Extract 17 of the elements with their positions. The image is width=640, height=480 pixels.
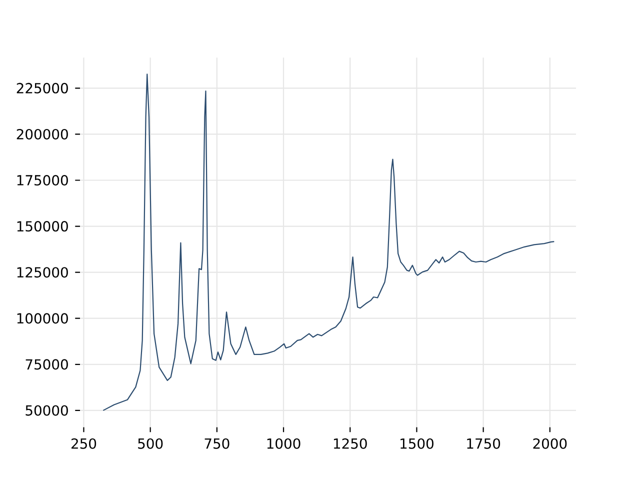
- line-series: [102, 74, 555, 411]
- y-tick-label: 100000: [17, 313, 68, 324]
- y-tick-label: 75000: [26, 359, 68, 370]
- x-tick-label: 500: [138, 438, 163, 449]
- y-tick-label: 225000: [16, 82, 68, 94]
- y-tick-label: 150000: [17, 221, 68, 232]
- x-tick-label: 1750: [467, 438, 500, 449]
- x-tick-label: 1000: [267, 438, 300, 449]
- x-tick-label: 250: [71, 438, 96, 449]
- x-tick-label: 750: [204, 438, 230, 449]
- y-tick-label: 50000: [26, 405, 68, 416]
- x-tick-label: 2000: [533, 438, 567, 449]
- x-tick-label: 1500: [400, 438, 434, 449]
- y-tick-label: 200000: [16, 128, 68, 140]
- x-tick-label: 1250: [334, 438, 367, 449]
- y-tick-label: 175000: [17, 174, 68, 186]
- y-tick-label: 125000: [17, 267, 68, 278]
